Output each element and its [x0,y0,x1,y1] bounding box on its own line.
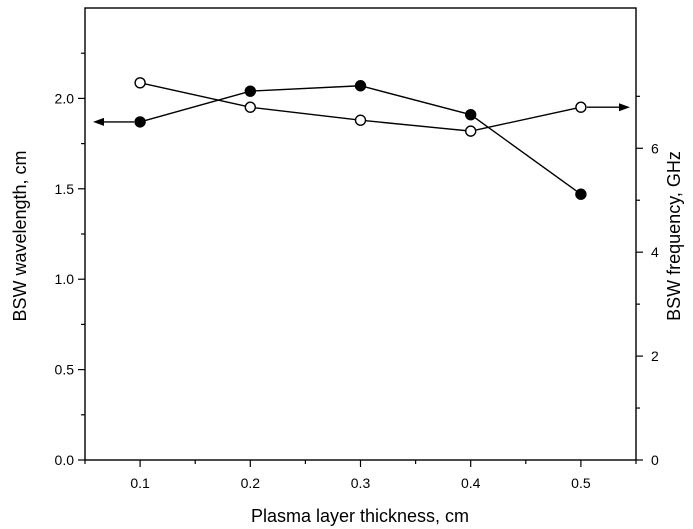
y-right-tick-label: 2 [651,348,659,364]
series-1-point [465,108,477,121]
x-tick-label: 0.2 [241,475,261,491]
x-tick-label: 0.4 [461,475,481,491]
series-1-point [244,85,257,97]
y-left-tick-label: 0.0 [55,452,75,468]
plot-frame [84,7,637,461]
series-1-point [354,80,367,92]
y-right-tick-label: 4 [651,244,659,260]
y-right-tick-label: 6 [651,140,659,156]
series-1-point [134,116,146,128]
ticks: 0.1 0.2 0.3 0.4 0.5 0.0 0.5 1.0 1.5 2.0 0 2 4 6 [55,52,659,491]
series-2-point [575,101,587,113]
y-left-tick-label: 1.5 [55,181,75,197]
y-left-tick-label: 1.0 [55,271,75,287]
y-right-tick-label: 0 [651,452,659,468]
series-1-line [139,85,582,195]
series-2-point [134,77,146,89]
y-left-tick-label: 0.5 [55,362,75,378]
y-left-axis-title: BSW wavelength, cm [10,150,30,321]
x-tick-label: 0.1 [130,475,150,491]
x-axis-title: Plasma layer thickness, cm [251,506,469,526]
series-group [93,77,630,200]
x-tick-label: 0.3 [351,475,371,491]
y-right-axis-title: BSW frequency, GHz [664,151,684,321]
series-1-arrow-head [93,117,104,126]
y-left-tick-label: 2.0 [55,90,75,106]
series-1-point [575,188,587,200]
series-2-arrow-head [619,103,630,112]
axes [84,7,637,461]
series-2-point [354,114,367,126]
x-tick-label: 0.5 [571,475,591,491]
series-2-point [244,101,257,113]
series-2-point [465,125,477,137]
